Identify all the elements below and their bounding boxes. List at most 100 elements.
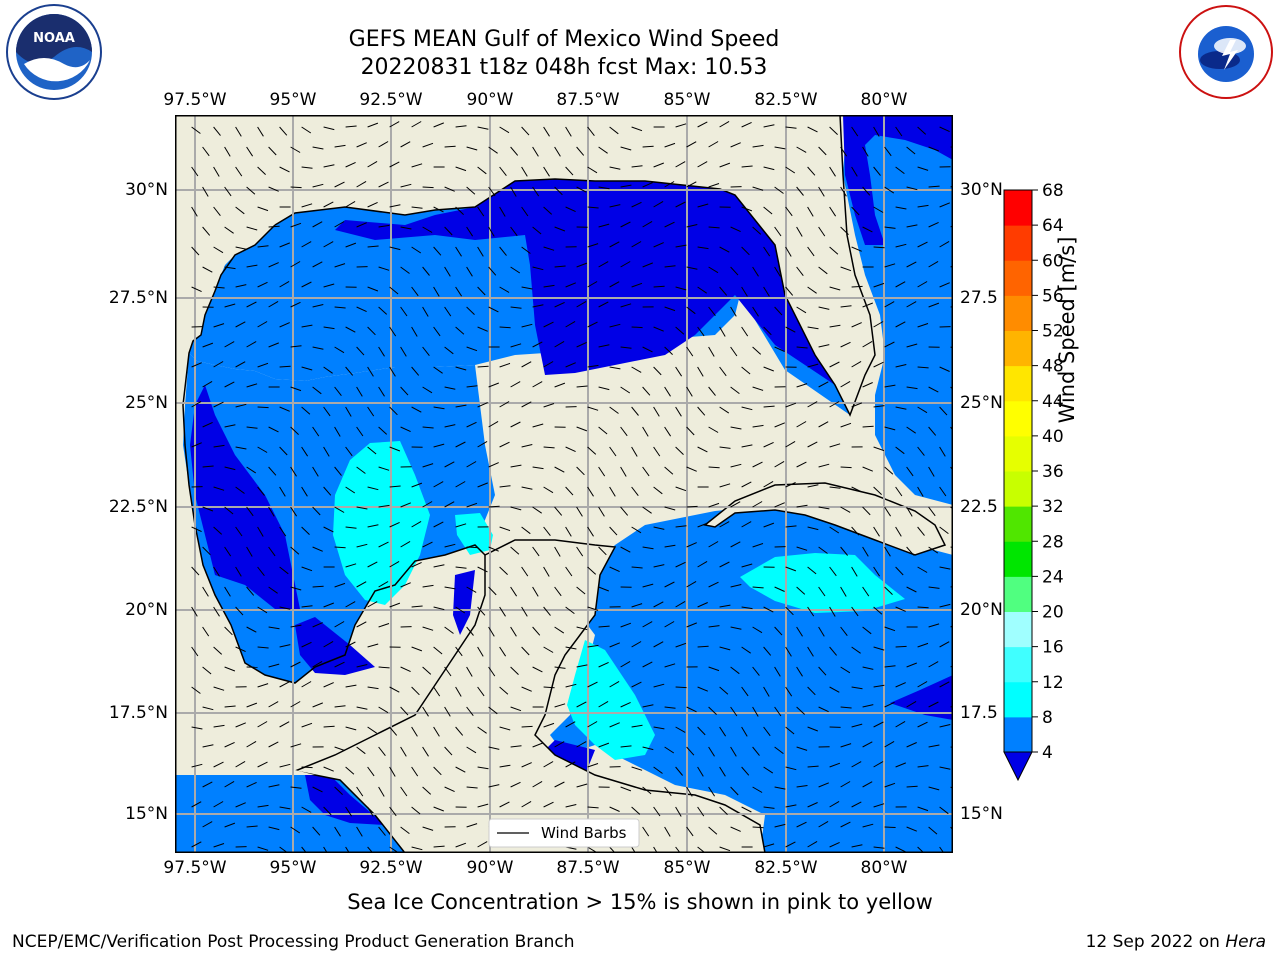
central-america-land [175,755,315,775]
wind-barb [191,166,199,177]
wind-barb [587,806,599,809]
wind-barb [851,402,862,408]
wind-barb [730,626,742,630]
wind-barb [609,846,616,853]
wind-barb [598,742,610,748]
wind-barb [675,286,687,291]
wind-barb [213,566,220,577]
wind-barb [862,781,873,788]
wind-barb [785,166,796,174]
wind-barb [345,242,357,248]
wind-barb [906,466,914,477]
colorbar-segment [1004,225,1032,261]
lat-label-left: 15°N [125,804,168,824]
wind-barb [213,401,224,408]
wind-barb [279,763,291,768]
wind-barb [763,286,770,297]
wind-barb [884,506,892,517]
wind-barb [895,846,906,853]
wind-barb [312,146,324,150]
wind-barb [774,626,783,636]
wind-barb [422,306,429,317]
wind-barb [587,126,595,137]
wind-barb [202,380,213,388]
wind-barb [906,386,918,390]
wind-barb [246,626,257,633]
wind-barb [862,466,873,472]
wind-barb [851,526,860,536]
wind-barb [532,506,542,514]
wind-barb [301,486,308,497]
wind-barb [840,706,852,709]
wind-barb [411,605,423,608]
wind-barb [554,146,561,157]
wind-barb [719,286,728,296]
wind-barb [719,766,726,777]
wind-barb [466,786,478,789]
wind-barb [939,806,949,815]
wind-barb [807,126,818,133]
colorbar-tick-label: 56 [1042,286,1064,306]
wind-barb [499,646,507,657]
wind-barb [807,686,816,696]
wind-barb [917,526,925,536]
wind-barb [268,741,279,748]
wind-barb [741,246,750,256]
wind-barb [191,763,203,768]
wind-barb [554,226,566,232]
wind-barb [620,346,632,349]
wind-barb [587,721,598,728]
wind-barb [455,366,467,371]
wind-barb [521,606,528,617]
wind-barb [356,621,367,628]
wind-barb [730,142,741,148]
wind-barb [290,146,301,153]
wind-barb [851,723,863,728]
wind-barb [312,466,319,477]
wind-barb [675,525,687,528]
wind-barb [202,666,212,675]
wind-barb [752,666,760,676]
wind-barb [774,226,782,237]
wind-barb [543,486,554,494]
wind-barb [906,546,915,556]
wind-barb [917,806,929,812]
wind-barb [213,686,225,691]
wind-barb [917,642,929,648]
wind-barb [191,206,198,217]
wind-barb [345,406,352,417]
wind-barb [356,346,365,356]
wind-barb [224,266,236,270]
colorbar-tick-label: 44 [1042,392,1064,412]
wind-barb [334,582,346,588]
wind-barb [730,706,738,717]
wind-barb [389,161,400,168]
wind-barb [906,742,917,748]
wind-barb [444,666,452,677]
wind-barb [807,484,819,488]
wind-barb [774,460,785,468]
wind-barb [807,441,818,448]
wind-barb [312,346,324,350]
lon-label-top: 85°W [663,90,711,110]
wind-barb [686,266,698,270]
wind-barb [664,265,676,268]
wind-barb [642,145,654,148]
wind-barb [334,181,345,188]
wind-barb [268,784,280,788]
wind-barb [367,806,374,817]
wind-barb [389,121,400,128]
wind-barb [785,646,792,657]
wind-barb [730,426,742,430]
wind-barb [565,166,574,176]
wind-barb [499,246,507,256]
wind-barb [598,546,607,556]
wind-barb [202,342,214,348]
wind-barb [455,441,466,448]
wind-barb [928,701,939,708]
wind-barb [818,782,829,788]
wind-barb [257,683,269,688]
wind-barb [774,146,786,150]
wind-barb [499,286,510,293]
wind-barb [752,501,763,508]
